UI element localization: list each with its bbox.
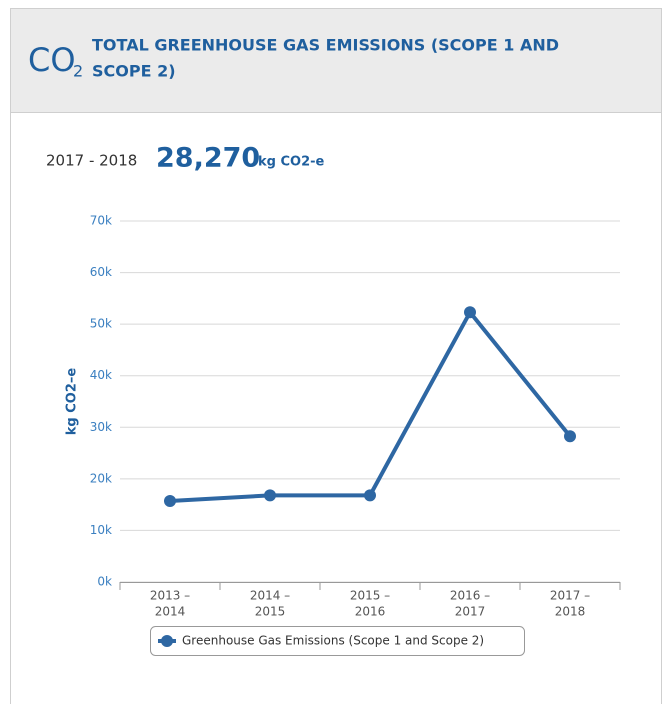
- x-tick-label: 2015: [255, 605, 286, 619]
- summary-period: 2017 - 2018: [46, 152, 137, 170]
- point: [264, 489, 276, 502]
- title-line: TOTAL GREENHOUSE GAS EMISSIONS (SCOPE 1 …: [92, 36, 559, 55]
- icon-sub: 2: [73, 62, 83, 81]
- x-tick-label: 2014 –: [250, 589, 290, 603]
- y-tick-label: 40k: [90, 368, 112, 382]
- point: [564, 430, 576, 443]
- legend-box: [150, 626, 525, 656]
- y-tick-label: 30k: [90, 420, 112, 434]
- icon-co: CO: [28, 41, 76, 79]
- y-tick-label: 70k: [90, 214, 112, 228]
- x-tick-label: 2017: [455, 605, 486, 619]
- point: [364, 489, 376, 502]
- legend-label: Greenhouse Gas Emissions (Scope 1 and Sc…: [182, 634, 484, 648]
- x-tick-label: 2016 –: [450, 589, 490, 603]
- x-tick-label: 2017 –: [550, 589, 590, 603]
- summary-value: 28,270: [156, 143, 260, 174]
- x-tick-label: 2016: [355, 605, 386, 619]
- card: [10, 8, 662, 708]
- x-tick-label: 2014: [155, 605, 186, 619]
- title-line: SCOPE 2): [92, 62, 176, 81]
- legend-dot: [161, 635, 173, 647]
- card-header: [11, 9, 661, 112]
- y-tick-label: 50k: [90, 317, 112, 331]
- y-tick-label: 20k: [90, 471, 112, 485]
- x-tick-label: 2015 –: [350, 589, 390, 603]
- summary-unit: kg CO2-e: [258, 155, 325, 170]
- point: [164, 495, 176, 508]
- y-tick-label: 0k: [97, 575, 112, 589]
- x-tick-label: 2018: [555, 605, 586, 619]
- point: [464, 306, 476, 319]
- x-tick-label: 2013 –: [150, 589, 190, 603]
- y-axis-label: kg CO2–e: [65, 368, 80, 436]
- y-tick-label: 10k: [90, 523, 112, 537]
- y-tick-label: 60k: [90, 265, 112, 279]
